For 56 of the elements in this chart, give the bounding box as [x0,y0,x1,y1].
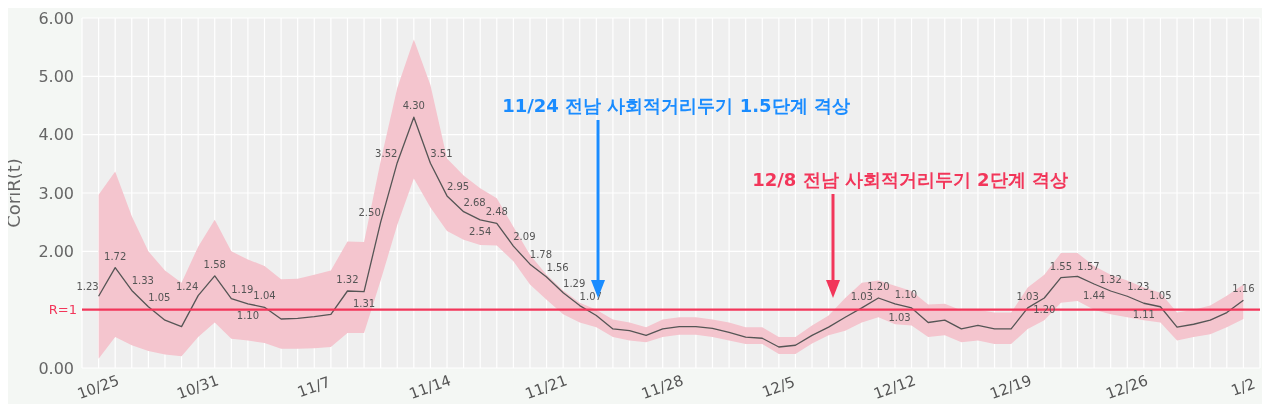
data-label: 2.68 [463,196,486,208]
x-tick-label: 12/26 [1103,371,1151,403]
data-label: 1.29 [563,277,586,289]
y-tick-label: 5.00 [38,67,74,87]
data-label: 1.03 [850,290,873,302]
x-tick-label: 11/7 [295,372,333,402]
data-label: 1.56 [546,262,569,273]
data-label: 1.23 [1127,281,1150,293]
data-label: 1.24 [176,280,199,292]
data-label: 1.32 [336,274,359,285]
y-tick-label: 3.00 [38,183,74,203]
data-label: 1.57 [1077,261,1100,273]
y-tick-label: 0.00 [38,358,74,378]
data-label: 2.09 [513,231,536,243]
data-label: 2.95 [446,180,470,192]
data-label: 1.33 [131,275,154,287]
data-label: 1.11 [1132,309,1155,321]
data-label: 4.30 [402,100,425,112]
annotation: 11/24 전남 사회적거리두기 1.5단계 격상 [502,94,850,118]
data-label: 1.58 [203,258,226,270]
data-label: 1.05 [1149,289,1172,301]
annotation: 12/8 전남 사회적거리두기 2단계 격상 [752,168,1068,192]
x-tick-label: 11/21 [522,371,570,403]
y-tick-label: 4.00 [38,125,74,145]
data-label: 1.03 [1016,290,1039,302]
x-tick-label: 11/14 [406,371,454,403]
data-label: 1.10 [894,288,918,300]
x-tick-label: 12/12 [871,371,919,403]
y-tick-label: 2.00 [38,242,74,262]
data-label: 1.04 [253,290,276,302]
data-label: 2.50 [358,207,381,219]
data-label: 1.03 [888,311,911,323]
data-label: 1.20 [867,281,890,292]
data-label: 3.52 [375,147,398,159]
data-label: 1.31 [352,297,376,309]
y-tick-label: 6.00 [38,8,74,28]
x-tick-label: 12/5 [759,372,798,402]
data-label: 1.72 [104,250,127,262]
x-tick-label: 10/25 [74,371,122,403]
data-label: 2.48 [485,206,508,218]
data-label: 2.54 [469,225,492,237]
data-label: 1.78 [529,249,553,261]
data-label: 1.16 [1232,283,1255,295]
data-label: 1.10 [236,309,260,321]
data-label: 1.44 [1082,290,1106,301]
x-tick-label: 10/31 [174,371,222,403]
data-label: 1.05 [148,291,171,303]
x-tick-label: 11/28 [638,371,686,403]
data-label: 1.23 [76,281,99,293]
data-label: 1.32 [1099,274,1122,285]
data-label: 1.19 [231,283,254,295]
ref-line-label: R=1 [48,302,77,318]
data-label: 1.55 [1049,260,1073,272]
x-tick-label: 1/2 [1228,374,1258,400]
data-label: 3.51 [430,148,453,160]
x-tick-label: 12/19 [987,371,1035,403]
